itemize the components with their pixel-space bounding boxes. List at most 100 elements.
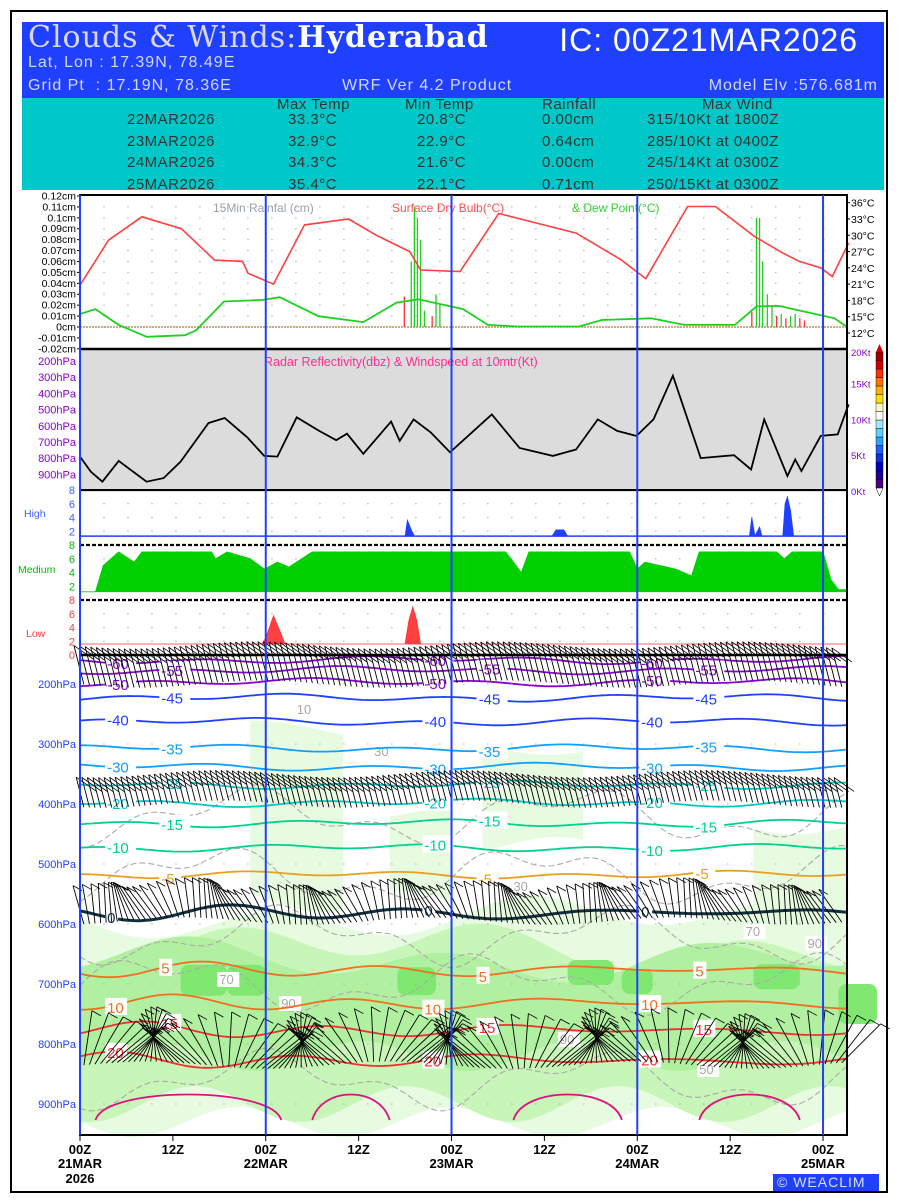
grid-dot <box>343 304 345 306</box>
wind-barb-flag <box>98 882 108 889</box>
wind-barb-flag <box>778 775 799 790</box>
wind-barb <box>191 877 196 918</box>
isotherm-label-bg <box>639 840 671 858</box>
wind-barb <box>574 883 581 924</box>
cloud-axis-tick: 6 <box>69 609 75 621</box>
wind-barb <box>97 883 102 924</box>
isotherm-label: 15 <box>695 1022 712 1039</box>
wind-barb <box>84 646 96 686</box>
wind-barb <box>153 773 163 805</box>
temp-axis-tick: 27°C <box>851 247 875 259</box>
wind-barb <box>794 776 804 807</box>
col-max-temp: Max Temp <box>277 96 350 113</box>
wind-barb <box>179 646 191 686</box>
grid-dot <box>175 260 177 263</box>
wind-barb <box>183 877 191 918</box>
wind-barb <box>833 777 843 808</box>
grid-dot <box>607 315 609 317</box>
wind-barb-flag <box>584 1011 594 1018</box>
grid-dot <box>367 206 369 208</box>
radar-pressure-tick: 500hPa <box>38 405 77 417</box>
grid-dot <box>319 206 321 208</box>
wind-barb <box>105 1024 147 1064</box>
wind-barb-flag <box>798 644 819 660</box>
grid-dot <box>295 260 297 263</box>
wind-barb <box>563 645 575 685</box>
wind-barb <box>783 884 787 925</box>
wind-barb <box>278 1027 316 1069</box>
grid-dot <box>127 238 129 241</box>
wind-barb <box>530 642 542 682</box>
grid-dot <box>391 228 393 230</box>
wind-barb-flag <box>307 644 329 660</box>
wind-axis-tick: 20Kt <box>851 348 871 359</box>
grid-dot <box>175 228 177 230</box>
wind-barb-flag <box>142 774 164 790</box>
wind-barb <box>326 777 336 808</box>
wind-barb <box>398 773 408 805</box>
wind-barb-flag <box>794 776 816 791</box>
grid-dot <box>607 293 609 295</box>
wind-barb-flag <box>605 1012 616 1019</box>
isotherm-line <box>80 797 847 808</box>
rain-axis-tick: -0.02cm <box>38 343 76 355</box>
wind-barb <box>841 1023 882 1064</box>
wind-barb-flag <box>246 641 267 657</box>
grid-dot <box>655 217 657 219</box>
grid-dot <box>151 249 153 252</box>
wind-barb-flag <box>379 879 389 886</box>
wind-barb-flag <box>122 1016 133 1023</box>
grid-dot <box>703 271 705 274</box>
grid-dot <box>727 304 729 306</box>
grid-dot <box>247 304 249 306</box>
wind-barb <box>315 776 324 808</box>
wind-barb-flag <box>701 1012 711 1019</box>
wind-barb <box>796 887 815 925</box>
isotherm-label: -15 <box>161 817 183 834</box>
grid-dot <box>535 304 537 306</box>
wind-barb-flag <box>297 1029 307 1035</box>
wind-barb-flag <box>351 884 361 890</box>
isotherm-label-bg <box>159 869 182 887</box>
wind-barb-flag <box>491 641 513 656</box>
wind-barb <box>781 643 793 683</box>
wind-barb-flag <box>393 878 404 884</box>
wind-barb <box>516 773 525 804</box>
wind-barb <box>407 880 425 918</box>
wind-barb-flag <box>79 645 100 661</box>
wind-barb <box>566 777 575 808</box>
wind-barb-flag <box>766 774 788 789</box>
wind-barb <box>485 641 497 681</box>
grid-dot <box>439 271 441 274</box>
wind-barb-flag <box>502 884 512 890</box>
wind-barb <box>365 776 375 807</box>
wind-barb <box>505 887 525 925</box>
wind-barb <box>220 770 230 801</box>
wind-barb <box>203 770 213 801</box>
wind-barb-flag <box>505 772 526 787</box>
isotherm-line <box>80 869 847 880</box>
grid-dot <box>271 206 273 208</box>
wind-barb <box>109 777 118 808</box>
wind-barb <box>429 1019 464 1064</box>
wind-barb <box>729 1030 770 1069</box>
reflectivity-scale-swatch <box>875 462 884 472</box>
wind-barb-flag <box>315 776 337 792</box>
wind-barb <box>72 885 85 925</box>
isotherm-label-bg <box>105 757 137 775</box>
wind-barb-flag <box>661 771 682 787</box>
wind-barb-flag <box>566 776 587 792</box>
wind-barb <box>481 880 486 921</box>
summary-rainfall: 0.00cm <box>542 154 595 171</box>
grid-dot <box>751 260 753 263</box>
wind-barb-flag <box>81 777 103 792</box>
wind-barb <box>499 772 508 803</box>
grid-dot <box>679 271 681 274</box>
grid-dot <box>703 282 705 285</box>
grid-dot <box>775 271 777 274</box>
wind-barb <box>711 770 720 801</box>
summary-max-temp: 32.9°C <box>288 132 338 150</box>
grid-dot <box>559 238 561 241</box>
wind-barb-flag <box>304 776 325 791</box>
wind-barb <box>304 776 313 807</box>
